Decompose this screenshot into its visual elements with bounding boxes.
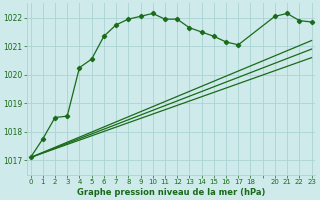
X-axis label: Graphe pression niveau de la mer (hPa): Graphe pression niveau de la mer (hPa): [77, 188, 265, 197]
